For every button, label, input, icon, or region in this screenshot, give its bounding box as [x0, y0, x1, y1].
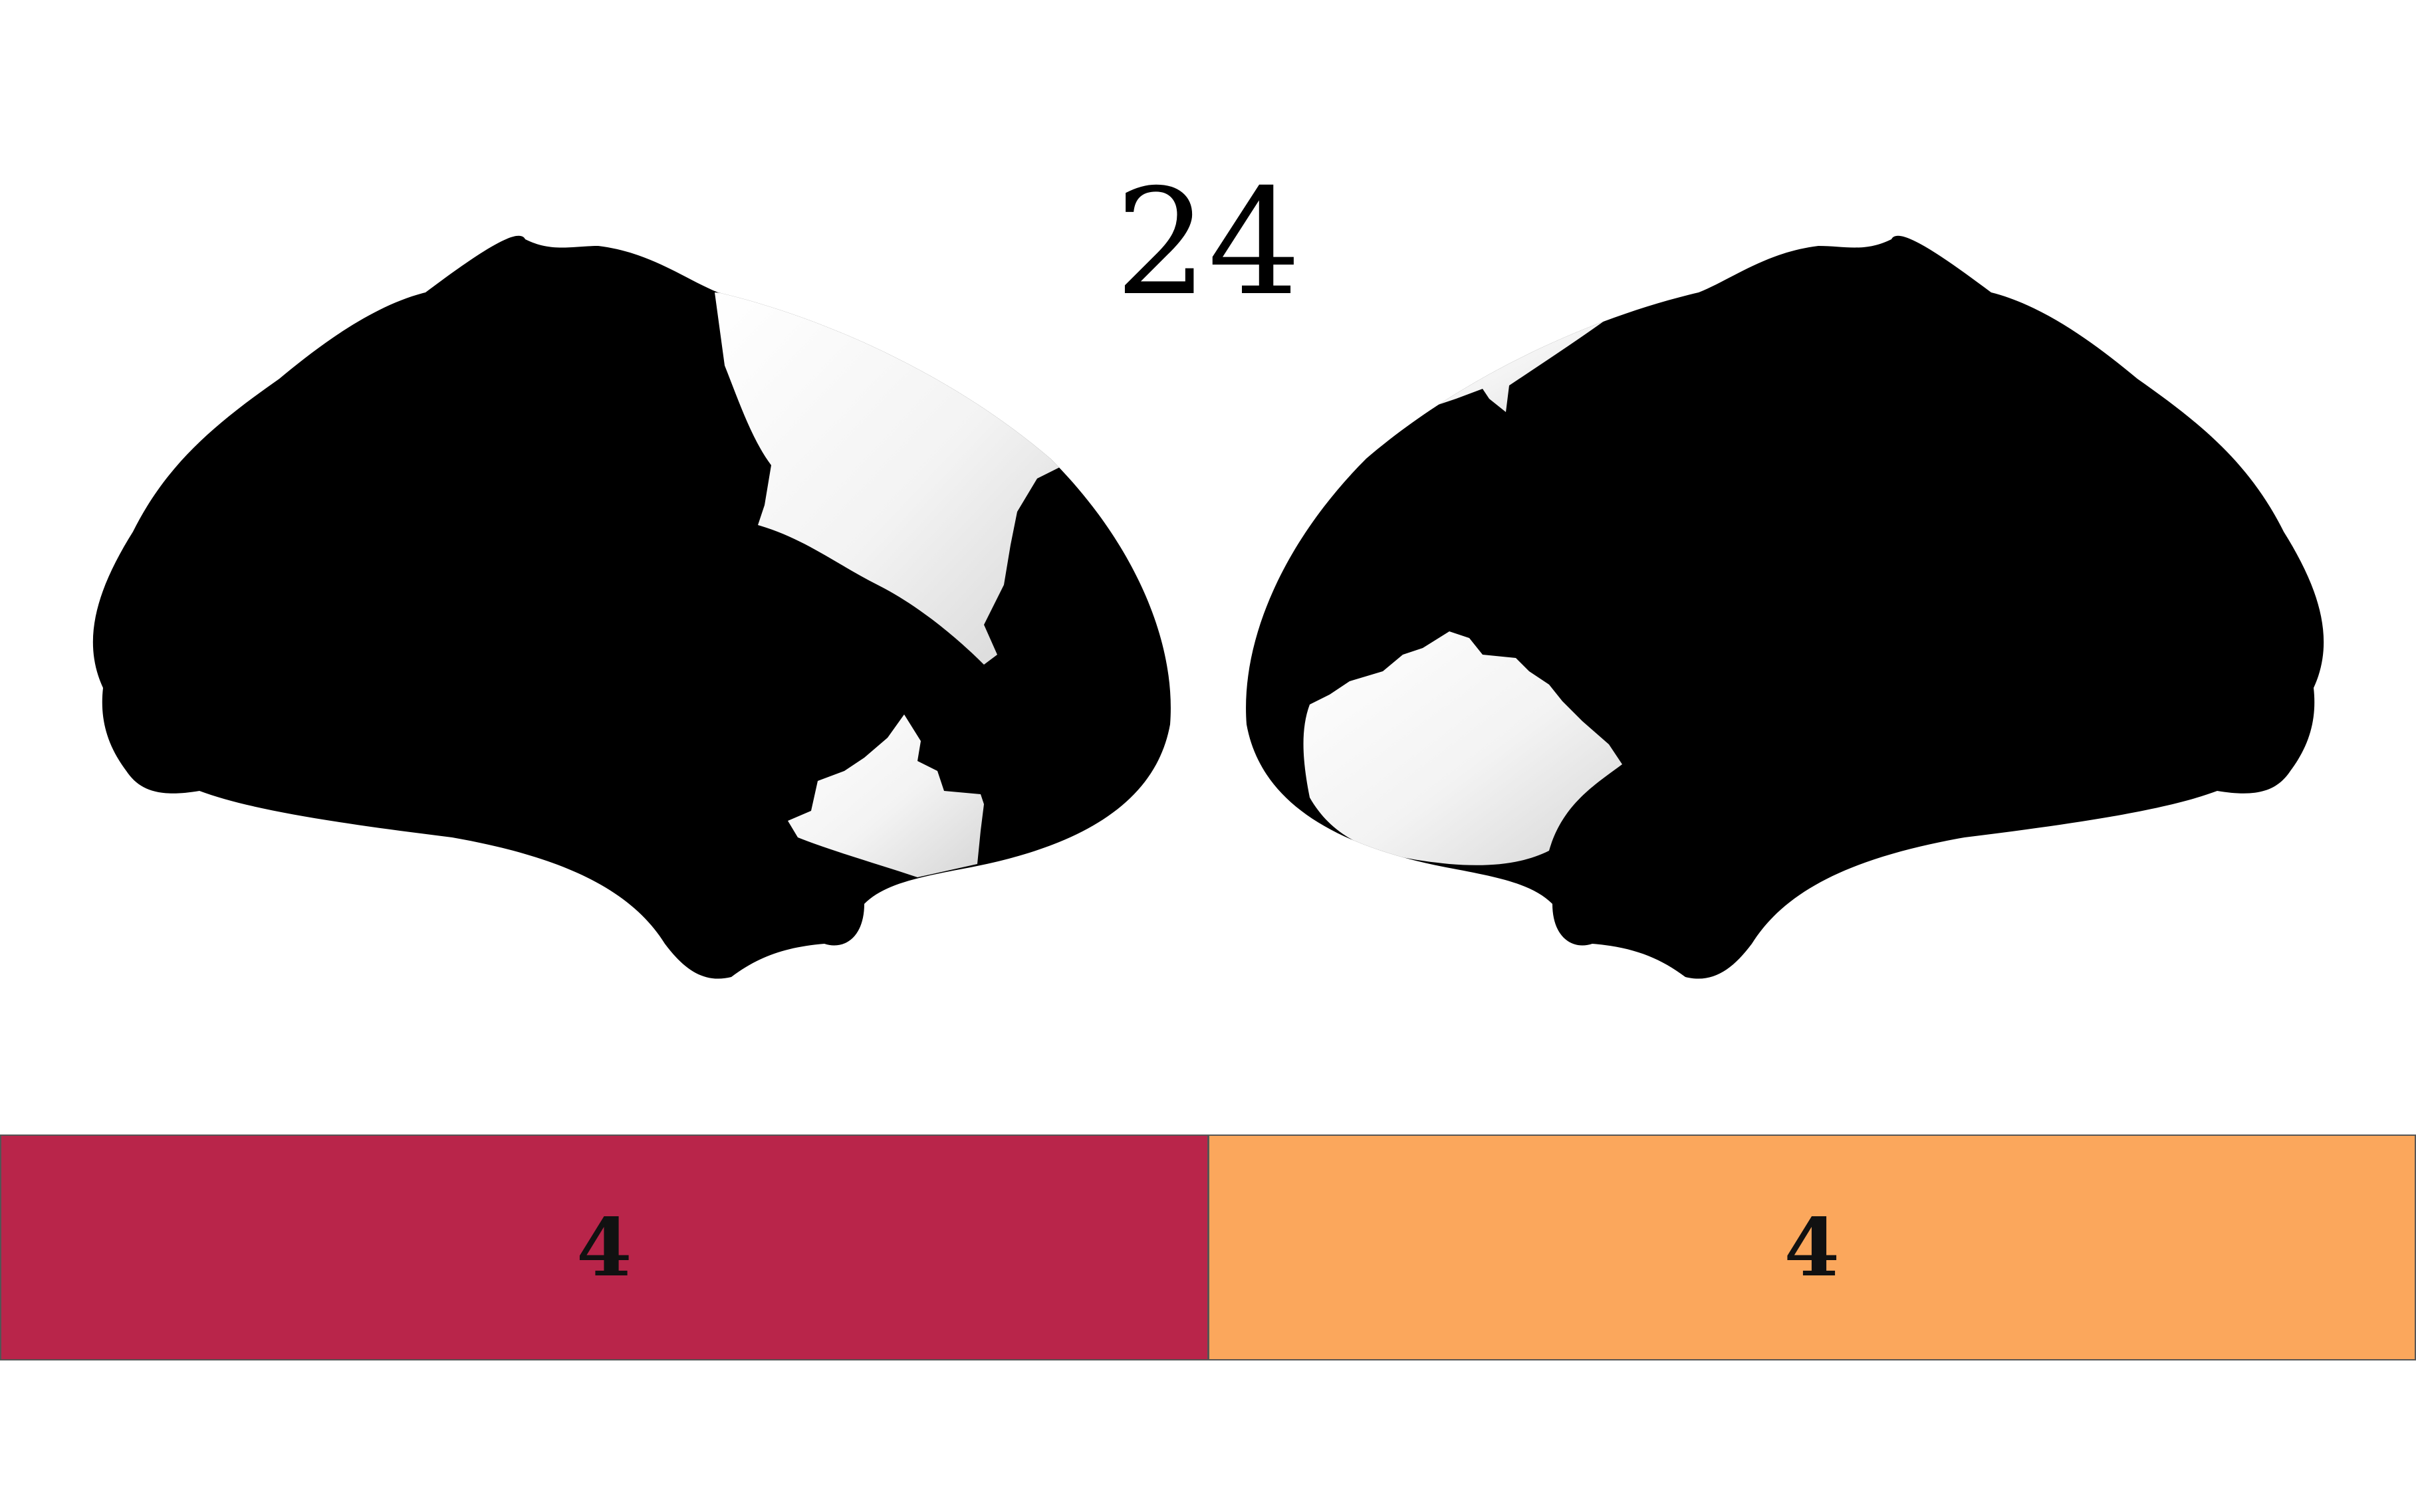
- brain-surfaces: [92, 235, 2324, 979]
- figure-title: 24: [1115, 158, 1301, 328]
- legend-label-left: 4: [576, 1200, 632, 1295]
- right-region-inferior: [1303, 631, 1622, 865]
- legend-bar: 4 4: [0, 1134, 2416, 1360]
- left-hemisphere: [92, 235, 1171, 979]
- right-cortex: [1246, 235, 2324, 979]
- left-region-superior: [715, 292, 1064, 665]
- legend-cell-left: 4: [0, 1134, 1209, 1360]
- right-hemisphere: [1246, 235, 2324, 979]
- left-cortex: [92, 235, 1171, 979]
- left-region-inferior: [788, 714, 984, 877]
- legend-cell-right: 4: [1208, 1134, 2416, 1360]
- legend-label-right: 4: [1784, 1200, 1840, 1295]
